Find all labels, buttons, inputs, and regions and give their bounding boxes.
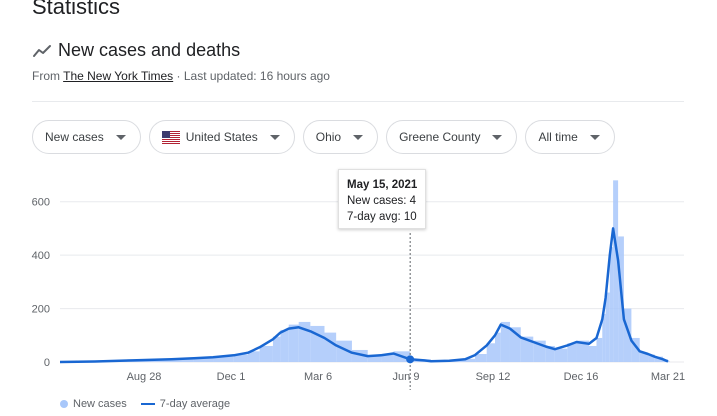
case-bar: [605, 292, 610, 362]
case-bar: [602, 313, 606, 362]
caret-down-icon: [589, 134, 600, 140]
y-tick-label: 400: [32, 250, 50, 262]
legend-dot-icon: [60, 400, 68, 408]
case-bar: [193, 357, 214, 362]
case-bar: [588, 345, 597, 362]
county-label: Greene County: [399, 130, 481, 144]
divider: [32, 101, 684, 102]
y-tick-label: 600: [32, 197, 50, 209]
country-label: United States: [185, 130, 258, 144]
case-bar: [410, 360, 425, 362]
section-title: New cases and deaths: [58, 40, 241, 60]
us-flag-icon: [161, 130, 180, 144]
country-dropdown[interactable]: United States: [148, 120, 295, 154]
case-bar: [596, 337, 603, 362]
tooltip-cases: New cases: 4: [347, 195, 417, 207]
x-tick-label: Aug 28: [127, 371, 162, 383]
range-label: All time: [538, 130, 578, 144]
tooltip-avg: 7-day avg: 10: [347, 211, 417, 223]
caret-down-icon: [353, 134, 364, 140]
case-bar: [298, 321, 311, 362]
case-bar: [486, 343, 495, 362]
chart-legend: New cases 7-day average: [60, 398, 244, 410]
chart-tooltip: May 15, 2021 New cases: 4 7-day avg: 10: [338, 169, 426, 229]
legend-line-icon: [140, 403, 155, 405]
legend-average-label: 7-day average: [159, 398, 231, 410]
state-dropdown[interactable]: Ohio: [302, 120, 379, 154]
case-bar: [280, 329, 289, 362]
state-label: Ohio: [315, 130, 342, 144]
case-bar: [465, 358, 476, 362]
case-bar: [288, 324, 299, 362]
case-bar: [475, 353, 487, 362]
filter-bar: New cases United States Ohio Greene Coun…: [32, 120, 623, 154]
last-updated: · Last updated: 16 hours ago: [176, 69, 330, 83]
case-bar: [576, 340, 589, 362]
x-tick-label: Sep 12: [476, 371, 511, 383]
case-bar: [247, 351, 260, 362]
case-bar: [654, 356, 664, 362]
hover-point: [406, 355, 415, 364]
x-tick-label: Jun 9: [393, 371, 420, 383]
case-bar: [554, 348, 568, 362]
legend-cases-label: New cases: [73, 398, 127, 410]
source-line: From The New York Times · Last updated: …: [32, 69, 330, 83]
case-bar: [567, 343, 577, 362]
case-bar: [213, 356, 234, 362]
county-dropdown[interactable]: Greene County: [386, 120, 518, 154]
x-tick-label: Mar 6: [304, 371, 332, 383]
case-bar: [171, 358, 194, 362]
case-bar: [613, 180, 619, 362]
case-bar: [367, 355, 382, 362]
case-bar: [668, 360, 670, 362]
y-tick-label: 0: [44, 357, 50, 369]
case-bar: [520, 336, 534, 362]
x-tick-label: Dec 16: [564, 371, 599, 383]
case-bar: [500, 321, 510, 362]
caret-down-icon: [492, 134, 503, 140]
source-link[interactable]: The New York Times: [63, 69, 174, 83]
metric-label: New cases: [45, 130, 104, 144]
cases-chart[interactable]: 0 200 400 600 Aug 28 Dec 1 Mar 6 Jun 9 Sep 12 Dec…: [0, 160, 717, 396]
source-prefix: From: [32, 69, 60, 83]
caret-down-icon: [269, 134, 280, 140]
case-bar: [609, 247, 614, 362]
case-bar: [509, 327, 521, 362]
range-dropdown[interactable]: All time: [525, 120, 615, 154]
tooltip-date: May 15, 2021: [347, 179, 418, 191]
trending-icon: [33, 44, 51, 57]
section-header: New cases and deaths: [32, 40, 240, 61]
x-tick-label: Mar 21: [651, 371, 685, 383]
legend-item-cases: New cases: [60, 398, 127, 410]
case-bar: [648, 354, 655, 362]
case-bar: [381, 353, 394, 362]
case-bar: [324, 332, 337, 362]
page-title: Statistics: [32, 0, 121, 19]
case-bar: [494, 332, 501, 362]
y-tick-label: 200: [32, 304, 50, 316]
metric-dropdown[interactable]: New cases: [32, 120, 141, 154]
case-bar: [631, 337, 640, 362]
case-bar: [259, 345, 273, 362]
case-bar: [545, 345, 555, 362]
case-bar: [623, 308, 632, 362]
x-tick-label: Dec 1: [217, 371, 246, 383]
case-bar: [272, 336, 281, 362]
legend-item-average: 7-day average: [140, 398, 231, 410]
case-bar: [639, 352, 649, 362]
caret-down-icon: [115, 134, 126, 140]
average-line: [59, 227, 669, 364]
case-bar: [233, 354, 248, 362]
